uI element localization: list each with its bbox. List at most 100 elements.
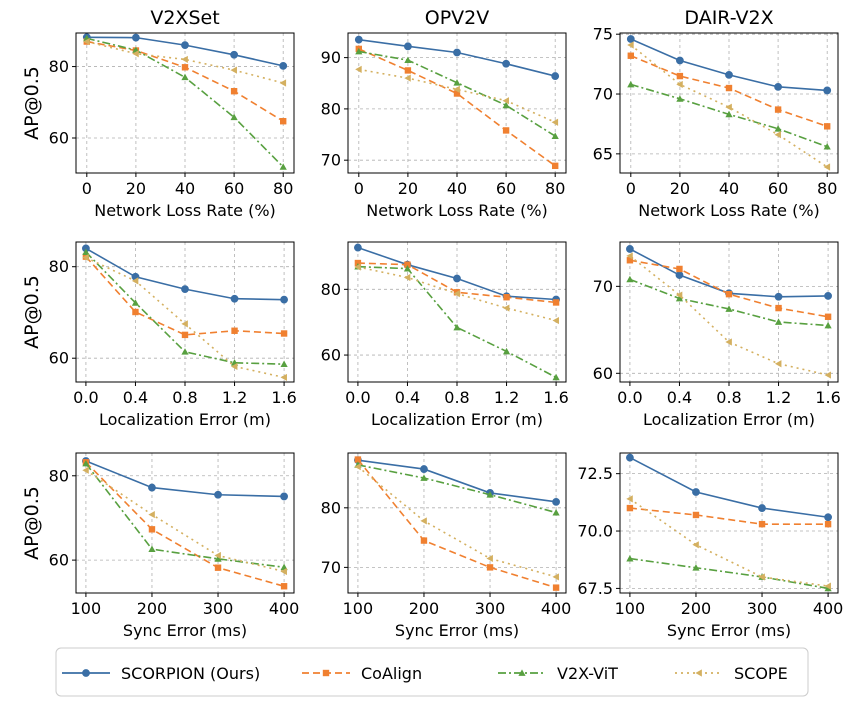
plot-frame	[619, 452, 839, 594]
y-tick-label: 60	[49, 551, 69, 570]
panel-r2-c1: 100 200 300 400 70 80 Sync Error (ms)	[321, 452, 571, 640]
data-point-v2x-vit	[551, 132, 559, 139]
data-point-coalign	[725, 84, 733, 92]
series-coalign	[626, 257, 832, 320]
y-tick-label: 60	[593, 364, 613, 383]
legend-label-coalign: CoAlign	[361, 664, 422, 683]
series-v2x-vit	[354, 461, 560, 516]
data-point-coalign	[692, 511, 700, 519]
y-tick-label: 70	[593, 85, 613, 104]
data-point-coalign	[280, 330, 288, 337]
legend-label-scope: SCOPE	[734, 664, 788, 683]
legend-marker-v2x-vit	[518, 669, 526, 676]
x-tick-label: 1.2	[766, 388, 791, 407]
data-point-coalign	[181, 331, 189, 339]
data-point-scope	[824, 371, 831, 379]
data-point-v2x-vit	[675, 294, 684, 302]
panels: 0 20 40 60 80 60 80 V2XSet Network Loss Rate (%)…	[21, 7, 843, 640]
series-line-scope	[85, 256, 285, 379]
data-point-scope	[230, 362, 238, 371]
x-axis-label: Network Loss Rate (%)	[94, 201, 276, 220]
data-point-v2x-vit	[404, 56, 412, 64]
data-point-coalign	[627, 52, 635, 59]
data-point-scorpion-ours	[774, 292, 783, 301]
plot-frame	[75, 452, 295, 594]
x-tick-label: 40	[719, 179, 739, 198]
data-point-scope	[774, 131, 781, 139]
data-point-coalign	[420, 537, 428, 544]
data-point-scorpion-ours	[725, 70, 733, 79]
x-tick-label: 1.2	[222, 388, 247, 407]
x-tick-label: 1.6	[271, 388, 296, 407]
y-tick-label: 80	[49, 466, 69, 485]
data-point-v2x-vit	[626, 554, 634, 562]
x-tick-label: 0	[354, 179, 364, 198]
data-point-scope	[82, 253, 89, 262]
data-point-v2x-vit	[280, 360, 288, 368]
data-point-scope	[692, 541, 699, 549]
data-point-scorpion-ours	[758, 504, 766, 512]
y-tick-label: 60	[321, 346, 341, 365]
y-axis-label: AP@0.5	[21, 486, 43, 560]
legend-entry-scope: SCOPE	[675, 664, 788, 683]
data-point-scope	[626, 252, 633, 260]
data-point-scope	[552, 573, 559, 581]
series-line-scorpion-ours	[629, 456, 829, 519]
series-scope	[354, 263, 559, 325]
data-point-scope	[181, 55, 188, 64]
x-tick-label: 0.0	[345, 388, 370, 407]
series-scope	[82, 466, 287, 576]
data-point-scope	[552, 316, 559, 325]
x-tick-label: 60	[224, 179, 244, 198]
data-point-scope	[676, 80, 683, 89]
panel-r0-c2: 0 20 40 60 80 65 70 75 DAIR-V2X Network Loss Rate…	[593, 7, 839, 220]
x-tick-label: 300	[747, 599, 778, 618]
y-tick-label: 70	[321, 558, 341, 577]
series-coalign	[82, 459, 288, 590]
data-point-scope	[453, 85, 460, 94]
x-tick-label: 0.4	[395, 388, 420, 407]
data-point-coalign	[824, 313, 832, 320]
panel-r0-c0: 0 20 40 60 80 60 80 V2XSet Network Loss Rate (%)…	[21, 7, 295, 220]
data-point-scope	[280, 373, 287, 382]
data-point-scorpion-ours	[148, 483, 156, 492]
x-axis-label: Sync Error (ms)	[667, 621, 791, 640]
x-tick-label: 20	[126, 179, 146, 198]
data-point-v2x-vit	[774, 318, 783, 325]
series-line-scorpion-ours	[85, 460, 285, 498]
x-tick-label: 100	[615, 599, 646, 618]
data-point-v2x-vit	[502, 347, 511, 355]
data-point-scope	[626, 495, 633, 503]
plot-frame	[347, 452, 567, 594]
data-point-scorpion-ours	[181, 41, 189, 50]
data-point-v2x-vit	[627, 80, 635, 88]
data-point-coalign	[758, 520, 766, 528]
panel-title: DAIR-V2X	[684, 7, 773, 29]
series-line-scope	[85, 469, 285, 573]
data-point-scope	[502, 97, 509, 105]
data-point-scope	[214, 551, 221, 560]
data-point-scope	[230, 66, 237, 74]
data-point-coalign	[230, 88, 238, 95]
x-tick-label: 40	[447, 179, 467, 198]
data-point-scope	[354, 463, 361, 471]
legend-frame	[55, 647, 809, 697]
series-line-v2x-vit	[357, 464, 557, 514]
series-scope	[627, 41, 831, 171]
data-point-v2x-vit	[148, 545, 156, 553]
data-point-coalign	[676, 265, 683, 273]
data-point-v2x-vit	[552, 508, 560, 516]
data-point-scorpion-ours	[132, 33, 140, 42]
data-point-coalign	[626, 257, 634, 264]
data-point-coalign	[486, 564, 494, 571]
x-tick-label: 40	[175, 179, 195, 198]
data-point-v2x-vit	[486, 491, 494, 498]
data-point-v2x-vit	[823, 143, 831, 150]
data-point-coalign	[774, 106, 782, 113]
series-scope	[82, 253, 287, 382]
data-point-coalign	[552, 584, 560, 591]
series-coalign	[626, 504, 832, 528]
x-tick-label: 0.0	[73, 388, 98, 407]
data-point-v2x-vit	[774, 125, 782, 132]
